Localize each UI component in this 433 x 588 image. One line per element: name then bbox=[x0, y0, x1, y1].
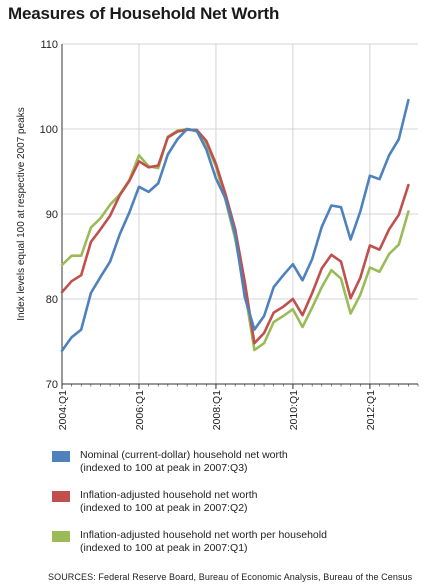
y-tick-label: 110 bbox=[40, 39, 58, 51]
y-tick-label: 90 bbox=[46, 209, 58, 221]
y-axis-label: Index levels equal 100 at respective 200… bbox=[16, 107, 27, 320]
x-tick-label: 2010:Q1 bbox=[288, 390, 300, 430]
y-tick-label: 80 bbox=[46, 294, 58, 306]
legend-label-nominal: Nominal (current-dollar) household net w… bbox=[80, 449, 288, 461]
x-tick-label: 2004:Q1 bbox=[57, 390, 69, 430]
grid-lines bbox=[62, 43, 418, 384]
legend-label-per-household: Inflation-adjusted household net worth p… bbox=[80, 529, 327, 541]
legend-swatch-inflation bbox=[52, 491, 70, 502]
legend-swatch-nominal bbox=[52, 451, 70, 462]
y-tick-label: 70 bbox=[46, 379, 58, 391]
legend-sublabel-per-household: (indexed to 100 at peak in 2007:Q1) bbox=[80, 542, 248, 554]
sources-note: SOURCES: Federal Reserve Board, Bureau o… bbox=[48, 572, 413, 582]
x-tick-label: 2006:Q1 bbox=[134, 390, 146, 430]
series-lines bbox=[60, 98, 410, 353]
chart-title: Measures of Household Net Worth bbox=[8, 4, 280, 23]
legend-sublabel-nominal: (indexed to 100 at peak in 2007:Q3) bbox=[80, 462, 248, 474]
legend-sublabel-inflation: (indexed to 100 at peak in 2007:Q2) bbox=[80, 502, 248, 514]
x-tick-label: 2008:Q1 bbox=[211, 390, 223, 430]
series-line-nominal bbox=[60, 98, 410, 353]
legend-swatch-per-household bbox=[52, 531, 70, 542]
legend-label-inflation: Inflation-adjusted household net worth bbox=[80, 489, 258, 501]
y-tick-label: 100 bbox=[40, 124, 58, 136]
axes: 70 80 90 100 110 2004:Q1 2006:Q1 2008:Q1 2010:Q1… bbox=[40, 39, 419, 430]
x-tick-label: 2012:Q1 bbox=[365, 390, 377, 430]
series-line-inflation bbox=[60, 128, 410, 345]
